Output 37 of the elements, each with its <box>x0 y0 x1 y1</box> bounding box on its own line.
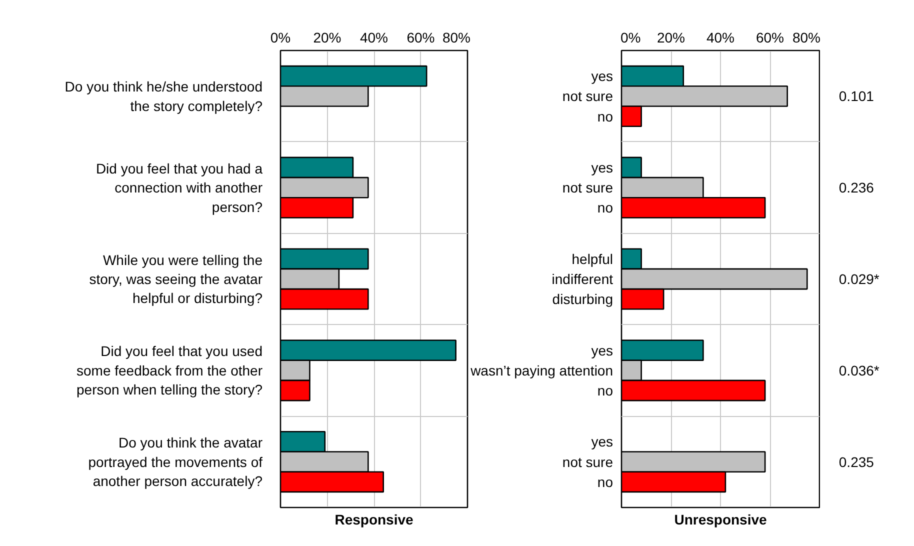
x-axis-title: Unresponsive <box>674 512 768 528</box>
text: not sure <box>562 180 614 196</box>
y-tick-label: Do you think he/she understood the story completely? <box>64 78 263 114</box>
y-tick-label: While you were telling the story, was seeing the avatar helpful or disturbing? <box>89 252 263 306</box>
text: not sure <box>562 454 614 470</box>
text: 0.036* <box>838 362 880 378</box>
y-tick-label: Did you feel that you had a connection with another person? <box>96 160 263 215</box>
x-axis-title: Responsive <box>334 512 414 528</box>
text: helpful <box>572 250 614 267</box>
x-tick-label: 80% <box>792 30 821 46</box>
y-tick-label: Do you think the avatar portrayed the movements of another person accurately? <box>88 434 263 489</box>
x-tick-label: 20% <box>313 30 342 46</box>
x-tick-label: 40% <box>360 30 388 46</box>
y-tick-label: Did you feel that you used some feedback from the other person when telling the story? <box>76 343 263 398</box>
text: no <box>597 382 614 399</box>
x-tick-label: 80% <box>442 30 471 46</box>
x-tick-label: 60% <box>406 30 435 46</box>
text: 0.029* <box>838 271 880 287</box>
text: no <box>597 474 614 490</box>
x-tick-label: 0% <box>270 30 291 46</box>
text: disturbing <box>552 291 613 308</box>
text: no <box>597 200 614 216</box>
text: indifferent <box>552 271 614 287</box>
text: 0.236 <box>838 180 874 196</box>
text: not sure <box>562 88 614 104</box>
x-tick-label: 40% <box>706 30 735 46</box>
text: yes <box>591 68 614 84</box>
text: yes <box>591 434 614 450</box>
text: no <box>597 108 614 124</box>
x-tick-label: 20% <box>656 30 686 46</box>
text: yes <box>591 159 614 176</box>
text: wasn’t paying attention <box>470 362 614 378</box>
text: 0.235 <box>838 454 874 470</box>
x-tick-label: 0% <box>620 30 641 46</box>
text: yes <box>591 342 614 358</box>
x-tick-label: 60% <box>756 30 784 46</box>
text: 0.101 <box>838 88 874 104</box>
